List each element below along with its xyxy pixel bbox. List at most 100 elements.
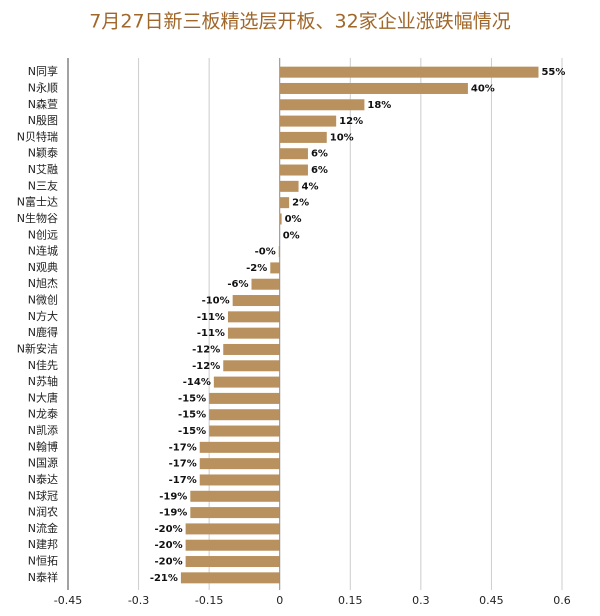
- value-label: 12%: [339, 116, 363, 127]
- x-tick-label: 0: [276, 594, 283, 607]
- bar: [278, 246, 280, 258]
- bar: [223, 360, 280, 372]
- x-tick-label: 0.6: [553, 594, 571, 607]
- bar: [279, 213, 282, 225]
- y-tick-label: N永顺: [28, 80, 58, 94]
- bar: [209, 409, 280, 421]
- bar: [190, 490, 280, 502]
- bar: [279, 82, 468, 94]
- y-tick-label: N微创: [28, 293, 58, 307]
- y-tick-label: N生物谷: [17, 211, 58, 225]
- value-label: -19%: [159, 508, 187, 519]
- y-tick-label: N森萱: [28, 97, 58, 111]
- bar: [279, 180, 299, 192]
- y-tick-label: N颖泰: [28, 146, 58, 160]
- value-label: -15%: [178, 426, 206, 437]
- y-tick-label: N创远: [28, 228, 58, 241]
- x-tick-label: 0.45: [479, 594, 504, 607]
- y-tick-label: N贝特瑞: [17, 129, 58, 143]
- y-tick-label: N连城: [28, 245, 58, 258]
- bar: [180, 572, 280, 584]
- y-tick-label: N佳先: [28, 358, 58, 372]
- y-tick-label: N旭杰: [28, 276, 58, 290]
- y-tick-label: N翰博: [28, 439, 58, 453]
- y-tick-label: N润农: [28, 505, 58, 519]
- x-tick-label: 0.15: [338, 594, 363, 607]
- y-tick-label: N方大: [28, 309, 58, 323]
- bar: [199, 474, 280, 486]
- bar: [279, 148, 308, 160]
- x-tick-label: -0.15: [195, 594, 223, 607]
- bar: [223, 343, 280, 355]
- y-tick-label: N泰祥: [28, 570, 58, 584]
- value-label: 6%: [311, 165, 328, 176]
- y-tick-label: N恒拓: [28, 554, 58, 568]
- y-tick-label: N三友: [28, 178, 58, 192]
- y-tick-label: N艾融: [28, 163, 58, 176]
- y-tick-label: N凯添: [28, 423, 58, 437]
- y-tick-label: N流金: [28, 521, 58, 535]
- value-label: -14%: [183, 377, 211, 388]
- bar: [227, 327, 280, 339]
- bar: [199, 441, 280, 453]
- bar: [185, 556, 280, 568]
- value-label: -19%: [159, 491, 187, 502]
- x-tick-label: -0.45: [54, 594, 82, 607]
- y-tick-label: N富士达: [17, 195, 58, 209]
- y-tick-label: N殷图: [28, 114, 58, 127]
- value-label: -17%: [169, 442, 197, 453]
- bar: [279, 99, 365, 111]
- value-label: -12%: [192, 361, 220, 372]
- bar: [190, 507, 280, 519]
- y-tick-label: N泰达: [28, 472, 58, 486]
- bar: [209, 392, 280, 404]
- value-label: -15%: [178, 410, 206, 421]
- y-tick-label: N新安洁: [17, 341, 58, 355]
- chart-title: 7月27日新三板精选层开板、32家企业涨跌幅情况: [89, 11, 510, 33]
- bar: [185, 539, 280, 551]
- value-label: 6%: [311, 149, 328, 160]
- bar: [279, 131, 327, 143]
- value-label: -20%: [155, 540, 183, 551]
- bar: [199, 458, 280, 470]
- y-tick-label: N建邦: [28, 537, 58, 551]
- x-tick-label: -0.3: [128, 594, 149, 607]
- value-label: -10%: [202, 296, 230, 307]
- value-label: -0%: [255, 247, 276, 258]
- value-label: -17%: [169, 475, 197, 486]
- value-label: 55%: [541, 67, 565, 78]
- bar: [185, 523, 280, 535]
- value-label: -2%: [246, 263, 267, 274]
- value-label: -6%: [227, 279, 248, 290]
- bar: [279, 164, 308, 176]
- bar: [209, 425, 280, 437]
- value-label: -15%: [178, 393, 206, 404]
- bar: [251, 278, 280, 290]
- value-label: 10%: [330, 132, 354, 143]
- y-tick-label: N龙泰: [28, 407, 58, 421]
- bar: [232, 295, 280, 307]
- bar: [270, 262, 280, 274]
- y-tick-label: N同享: [28, 64, 58, 78]
- y-tick-label: N鹿得: [28, 325, 58, 339]
- value-label: -21%: [150, 573, 178, 584]
- value-label: -17%: [169, 459, 197, 470]
- value-label: 18%: [367, 100, 391, 111]
- y-tick-label: N大唐: [28, 390, 58, 404]
- value-label: -20%: [155, 524, 183, 535]
- value-label: 0%: [285, 214, 302, 225]
- value-label: 2%: [292, 198, 309, 209]
- value-label: -20%: [155, 557, 183, 568]
- bar: [279, 66, 539, 78]
- value-label: -12%: [192, 344, 220, 355]
- y-tick-label: N观典: [28, 260, 58, 274]
- x-tick-label: 0.3: [412, 594, 430, 607]
- value-label: -11%: [197, 312, 225, 323]
- value-label: -11%: [197, 328, 225, 339]
- value-label: 40%: [471, 83, 495, 94]
- y-tick-label: N球冠: [28, 488, 58, 502]
- bar: [279, 197, 290, 209]
- y-tick-label: N国源: [28, 456, 58, 470]
- bar: [227, 311, 280, 323]
